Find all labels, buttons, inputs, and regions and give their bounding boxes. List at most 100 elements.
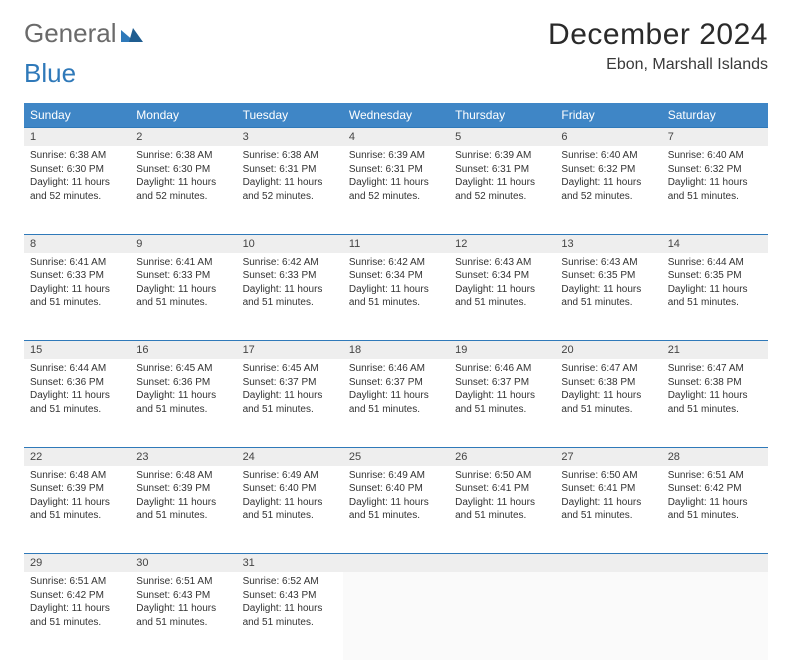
day-number-cell: 5: [449, 128, 555, 147]
sunrise-line: Sunrise: 6:43 AM: [561, 256, 655, 270]
daylight-line: Daylight: 11 hours and 51 minutes.: [455, 389, 549, 416]
sunrise-line: Sunrise: 6:46 AM: [349, 362, 443, 376]
day-cell: Sunrise: 6:50 AMSunset: 6:41 PMDaylight:…: [555, 466, 661, 554]
sunset-line: Sunset: 6:30 PM: [30, 163, 124, 177]
day-number-cell: 9: [130, 234, 236, 253]
day-cell: Sunrise: 6:42 AMSunset: 6:33 PMDaylight:…: [237, 253, 343, 341]
day-cell: Sunrise: 6:47 AMSunset: 6:38 PMDaylight:…: [662, 359, 768, 447]
brand-logo-icon: [121, 18, 143, 49]
day-number-cell: 1: [24, 128, 130, 147]
day-number-cell: 7: [662, 128, 768, 147]
sunset-line: Sunset: 6:37 PM: [243, 376, 337, 390]
day-cell: Sunrise: 6:47 AMSunset: 6:38 PMDaylight:…: [555, 359, 661, 447]
day-cell: [343, 572, 449, 660]
daylight-line: Daylight: 11 hours and 51 minutes.: [455, 496, 549, 523]
day-number-cell: 16: [130, 341, 236, 360]
day-cell: Sunrise: 6:49 AMSunset: 6:40 PMDaylight:…: [343, 466, 449, 554]
sunset-line: Sunset: 6:40 PM: [349, 482, 443, 496]
day-number-cell: 6: [555, 128, 661, 147]
weekday-header: Friday: [555, 103, 661, 128]
brand-name-blue: Blue: [24, 58, 76, 88]
weekday-header: Saturday: [662, 103, 768, 128]
sunset-line: Sunset: 6:32 PM: [668, 163, 762, 177]
sunrise-line: Sunrise: 6:40 AM: [668, 149, 762, 163]
day-number-cell: 15: [24, 341, 130, 360]
sunset-line: Sunset: 6:43 PM: [136, 589, 230, 603]
sunrise-line: Sunrise: 6:50 AM: [455, 469, 549, 483]
day-cell: Sunrise: 6:48 AMSunset: 6:39 PMDaylight:…: [130, 466, 236, 554]
sunrise-line: Sunrise: 6:44 AM: [668, 256, 762, 270]
sunrise-line: Sunrise: 6:51 AM: [668, 469, 762, 483]
day-number-cell: 11: [343, 234, 449, 253]
day-cell: Sunrise: 6:48 AMSunset: 6:39 PMDaylight:…: [24, 466, 130, 554]
sunrise-line: Sunrise: 6:46 AM: [455, 362, 549, 376]
daylight-line: Daylight: 11 hours and 52 minutes.: [136, 176, 230, 203]
day-cell: Sunrise: 6:49 AMSunset: 6:40 PMDaylight:…: [237, 466, 343, 554]
day-number-cell: [449, 554, 555, 573]
day-cell: [662, 572, 768, 660]
day-number-cell: 13: [555, 234, 661, 253]
sunrise-line: Sunrise: 6:39 AM: [455, 149, 549, 163]
day-cell: Sunrise: 6:43 AMSunset: 6:34 PMDaylight:…: [449, 253, 555, 341]
sunset-line: Sunset: 6:35 PM: [668, 269, 762, 283]
sunset-line: Sunset: 6:36 PM: [136, 376, 230, 390]
day-cell: Sunrise: 6:45 AMSunset: 6:37 PMDaylight:…: [237, 359, 343, 447]
brand-logo: General: [24, 18, 143, 49]
week-content-row: Sunrise: 6:38 AMSunset: 6:30 PMDaylight:…: [24, 146, 768, 234]
daylight-line: Daylight: 11 hours and 51 minutes.: [30, 602, 124, 629]
sunrise-line: Sunrise: 6:45 AM: [243, 362, 337, 376]
sunset-line: Sunset: 6:40 PM: [243, 482, 337, 496]
day-number-cell: 2: [130, 128, 236, 147]
day-cell: Sunrise: 6:46 AMSunset: 6:37 PMDaylight:…: [449, 359, 555, 447]
sunrise-line: Sunrise: 6:51 AM: [136, 575, 230, 589]
sunrise-line: Sunrise: 6:52 AM: [243, 575, 337, 589]
daylight-line: Daylight: 11 hours and 51 minutes.: [30, 389, 124, 416]
day-number-cell: 18: [343, 341, 449, 360]
sunset-line: Sunset: 6:31 PM: [243, 163, 337, 177]
day-number-cell: 26: [449, 447, 555, 466]
daylight-line: Daylight: 11 hours and 51 minutes.: [668, 176, 762, 203]
daylight-line: Daylight: 11 hours and 51 minutes.: [30, 496, 124, 523]
day-number-cell: [662, 554, 768, 573]
day-cell: Sunrise: 6:50 AMSunset: 6:41 PMDaylight:…: [449, 466, 555, 554]
sunrise-line: Sunrise: 6:49 AM: [349, 469, 443, 483]
week-daynum-row: 22232425262728: [24, 447, 768, 466]
daylight-line: Daylight: 11 hours and 51 minutes.: [243, 496, 337, 523]
sunset-line: Sunset: 6:33 PM: [136, 269, 230, 283]
sunset-line: Sunset: 6:37 PM: [455, 376, 549, 390]
sunset-line: Sunset: 6:30 PM: [136, 163, 230, 177]
daylight-line: Daylight: 11 hours and 51 minutes.: [561, 283, 655, 310]
week-daynum-row: 891011121314: [24, 234, 768, 253]
daylight-line: Daylight: 11 hours and 52 minutes.: [349, 176, 443, 203]
month-title: December 2024: [548, 18, 768, 52]
day-cell: Sunrise: 6:39 AMSunset: 6:31 PMDaylight:…: [449, 146, 555, 234]
day-cell: Sunrise: 6:44 AMSunset: 6:35 PMDaylight:…: [662, 253, 768, 341]
day-number-cell: 4: [343, 128, 449, 147]
sunrise-line: Sunrise: 6:51 AM: [30, 575, 124, 589]
day-cell: Sunrise: 6:43 AMSunset: 6:35 PMDaylight:…: [555, 253, 661, 341]
weekday-header: Wednesday: [343, 103, 449, 128]
day-cell: Sunrise: 6:39 AMSunset: 6:31 PMDaylight:…: [343, 146, 449, 234]
daylight-line: Daylight: 11 hours and 51 minutes.: [136, 389, 230, 416]
daylight-line: Daylight: 11 hours and 51 minutes.: [561, 496, 655, 523]
sunrise-line: Sunrise: 6:50 AM: [561, 469, 655, 483]
daylight-line: Daylight: 11 hours and 51 minutes.: [668, 283, 762, 310]
daylight-line: Daylight: 11 hours and 52 minutes.: [455, 176, 549, 203]
sunset-line: Sunset: 6:33 PM: [243, 269, 337, 283]
sunset-line: Sunset: 6:34 PM: [349, 269, 443, 283]
sunrise-line: Sunrise: 6:40 AM: [561, 149, 655, 163]
day-number-cell: 29: [24, 554, 130, 573]
sunset-line: Sunset: 6:42 PM: [30, 589, 124, 603]
day-cell: Sunrise: 6:51 AMSunset: 6:42 PMDaylight:…: [24, 572, 130, 660]
sunset-line: Sunset: 6:37 PM: [349, 376, 443, 390]
daylight-line: Daylight: 11 hours and 51 minutes.: [455, 283, 549, 310]
day-number-cell: 19: [449, 341, 555, 360]
day-number-cell: 24: [237, 447, 343, 466]
location-label: Ebon, Marshall Islands: [548, 56, 768, 74]
week-content-row: Sunrise: 6:44 AMSunset: 6:36 PMDaylight:…: [24, 359, 768, 447]
sunset-line: Sunset: 6:41 PM: [455, 482, 549, 496]
sunrise-line: Sunrise: 6:41 AM: [30, 256, 124, 270]
day-cell: Sunrise: 6:38 AMSunset: 6:31 PMDaylight:…: [237, 146, 343, 234]
week-content-row: Sunrise: 6:51 AMSunset: 6:42 PMDaylight:…: [24, 572, 768, 660]
day-cell: [449, 572, 555, 660]
